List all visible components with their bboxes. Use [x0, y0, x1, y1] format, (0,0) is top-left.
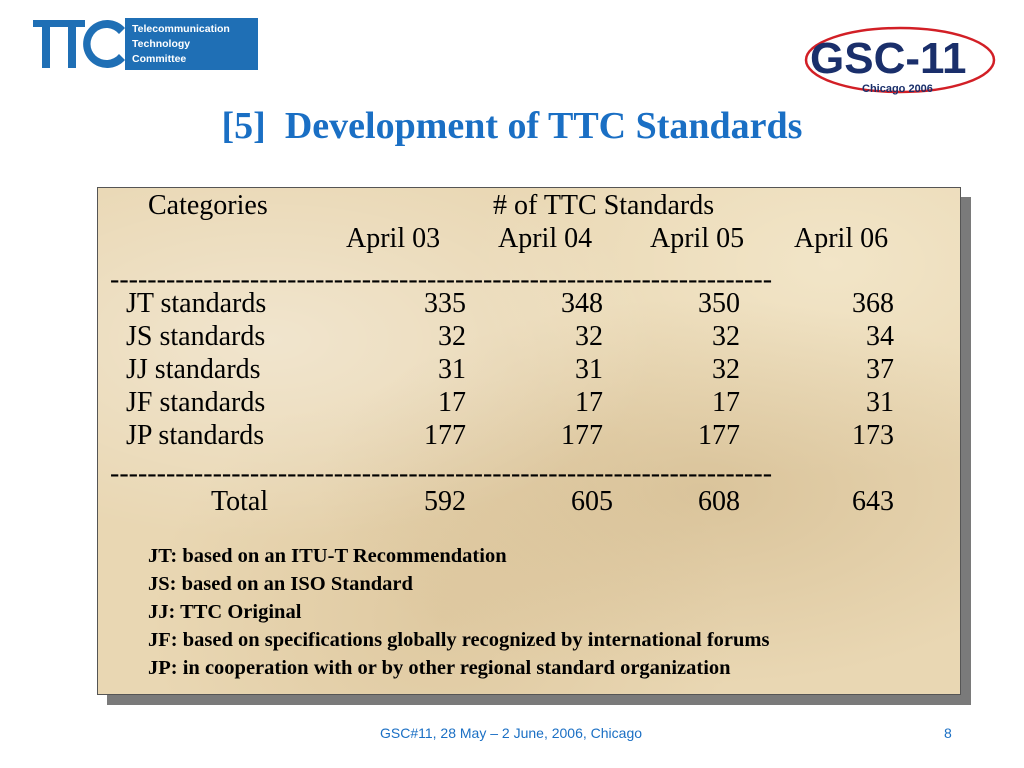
page-title: [5] Development of TTC Standards: [221, 105, 803, 147]
period-header: April 03: [346, 223, 441, 254]
ttc-line-1: Telecommunication: [132, 23, 230, 35]
row-label: JJ standards: [126, 354, 261, 385]
ttc-line-2: Technology: [132, 38, 191, 50]
row-label: JF standards: [126, 387, 266, 418]
note-js: JS: based on an ISO Standard: [148, 573, 413, 595]
total-cell: 608: [698, 486, 740, 517]
row-label: JS standards: [126, 321, 266, 352]
standards-panel: Categories # of TTC Standards April 03 A…: [97, 187, 961, 695]
gsc-logo: GSC-11 Chicago 2006: [804, 26, 996, 95]
cell: 31: [438, 354, 466, 385]
ttc-logo: Telecommunication Technology Committee: [33, 16, 258, 72]
footer-text: GSC#11, 28 May – 2 June, 2006, Chicago: [380, 725, 643, 741]
row-label: JT standards: [126, 288, 267, 319]
cell: 31: [575, 354, 603, 385]
cell: 32: [712, 354, 740, 385]
total-cell: 643: [852, 486, 894, 517]
cell: 17: [438, 387, 466, 418]
cell: 37: [866, 354, 894, 385]
cell: 173: [852, 420, 894, 451]
ttc-line-3: Committee: [132, 53, 187, 65]
page-number: 8: [944, 725, 952, 741]
cell: 34: [866, 321, 894, 352]
divider: ----------------------------------------…: [110, 270, 773, 290]
cell: 32: [575, 321, 603, 352]
count-header: # of TTC Standards: [493, 190, 715, 221]
cell: 177: [561, 420, 603, 451]
cell: 348: [561, 288, 603, 319]
note-jj: JJ: TTC Original: [148, 601, 302, 623]
note-jp: JP: in cooperation with or by other regi…: [148, 657, 731, 679]
period-header: April 06: [794, 223, 889, 254]
cell: 177: [424, 420, 466, 451]
cell: 32: [438, 321, 466, 352]
cell: 17: [712, 387, 740, 418]
categories-header: Categories: [148, 190, 268, 221]
cell: 335: [424, 288, 466, 319]
total-label: Total: [211, 486, 269, 517]
ttc-letters-icon: [33, 20, 125, 69]
gsc-swoosh-icon: [804, 26, 996, 94]
cell: 368: [852, 288, 894, 319]
ttc-name-box: Telecommunication Technology Committee: [125, 18, 258, 70]
gsc-logo-subtext: Chicago 2006: [862, 83, 933, 95]
cell: 177: [698, 420, 740, 451]
gsc-logo-text: GSC-11: [810, 34, 967, 83]
note-jf: JF: based on specifications globally rec…: [148, 629, 770, 651]
period-header: April 05: [650, 223, 745, 254]
total-cell: 592: [424, 486, 466, 517]
period-header: April 04: [498, 223, 593, 254]
cell: 32: [712, 321, 740, 352]
cell: 350: [698, 288, 740, 319]
total-cell: 605: [571, 486, 613, 517]
cell: 31: [866, 387, 894, 418]
row-label: JP standards: [126, 420, 265, 451]
cell: 17: [575, 387, 603, 418]
divider: ----------------------------------------…: [110, 464, 773, 484]
note-jt: JT: based on an ITU-T Recommendation: [148, 545, 507, 567]
